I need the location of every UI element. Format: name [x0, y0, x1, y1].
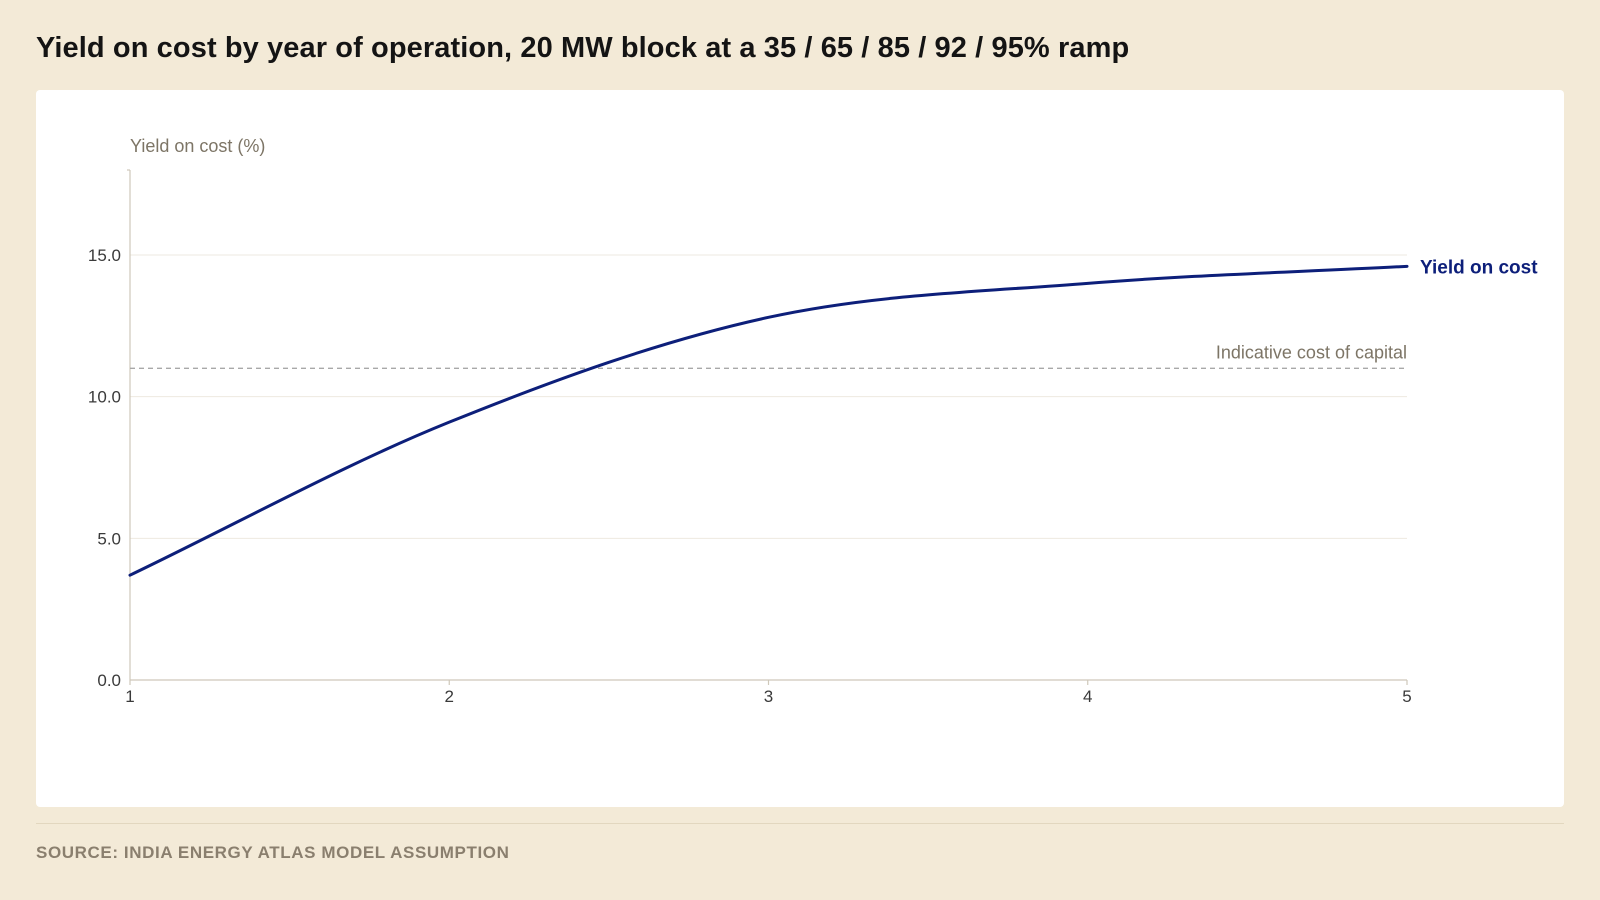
source-note: SOURCE: INDIA ENERGY ATLAS MODEL ASSUMPT… [36, 843, 510, 862]
chart-title: Yield on cost by year of operation, 20 M… [36, 32, 1130, 64]
y-tick-label: 15.0 [88, 246, 121, 265]
line-chart: 0.0 5.0 10.0 15.0 1 2 3 4 5 Yield on cost (%) Indi… [88, 136, 1538, 706]
series-line-yield-on-cost [128, 264, 1409, 577]
y-tick-label: 10.0 [88, 388, 121, 407]
chart-card: 0.0 5.0 10.0 15.0 1 2 3 4 5 Yield on cost (%) Indi… [36, 90, 1564, 807]
x-tick-label: 4 [1083, 687, 1092, 706]
series-label-yield-on-cost: Yield on cost [1420, 257, 1538, 278]
cost-of-capital-label: Indicative cost of capital [1216, 342, 1407, 362]
footer-divider [36, 823, 1564, 824]
y-tick-label: 5.0 [97, 529, 121, 548]
y-axis-label: Yield on cost (%) [130, 136, 265, 156]
x-tick-label: 1 [125, 687, 134, 706]
x-tick-label: 2 [445, 687, 454, 706]
x-tick-label: 5 [1402, 687, 1411, 706]
x-tick-label: 3 [764, 687, 773, 706]
y-tick-label: 0.0 [97, 671, 121, 690]
